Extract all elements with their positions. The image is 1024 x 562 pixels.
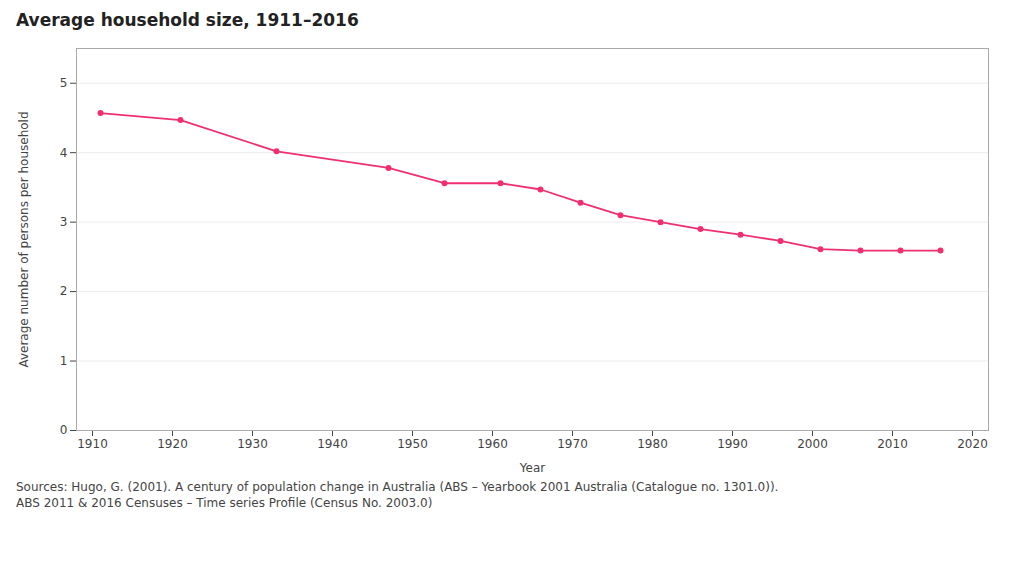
svg-text:1920: 1920 xyxy=(157,437,188,451)
svg-text:2000: 2000 xyxy=(797,437,828,451)
svg-text:5: 5 xyxy=(60,76,68,90)
svg-text:1950: 1950 xyxy=(397,437,428,451)
svg-text:3: 3 xyxy=(60,215,68,229)
svg-text:1970: 1970 xyxy=(557,437,588,451)
svg-text:2020: 2020 xyxy=(957,437,988,451)
svg-text:1: 1 xyxy=(60,354,68,368)
html-text:Sources: Hugo, G. (2001). A ce: Sources: Hugo, G. (2001). A century of p… xyxy=(16,480,779,494)
html-text:Average household size, 1911–2: Average household size, 1911–2016 xyxy=(16,10,359,30)
svg-text:1910: 1910 xyxy=(77,437,108,451)
svg-text:1980: 1980 xyxy=(637,437,668,451)
html-text:ABS 2011 & 2016 Censuses – Tim: ABS 2011 & 2016 Censuses – Time series P… xyxy=(16,496,433,510)
svg-text:1990: 1990 xyxy=(717,437,748,451)
svg-text:1960: 1960 xyxy=(477,437,508,451)
svg-text:4: 4 xyxy=(60,146,68,160)
svg-text:1930: 1930 xyxy=(237,437,268,451)
svg-text:Average number of persons per: Average number of persons per household xyxy=(17,111,31,367)
svg-text:Year: Year xyxy=(519,461,545,475)
svg-text:2: 2 xyxy=(60,284,68,298)
svg-text:1940: 1940 xyxy=(317,437,348,451)
svg-text:0: 0 xyxy=(60,423,68,437)
svg-text:2010: 2010 xyxy=(877,437,908,451)
